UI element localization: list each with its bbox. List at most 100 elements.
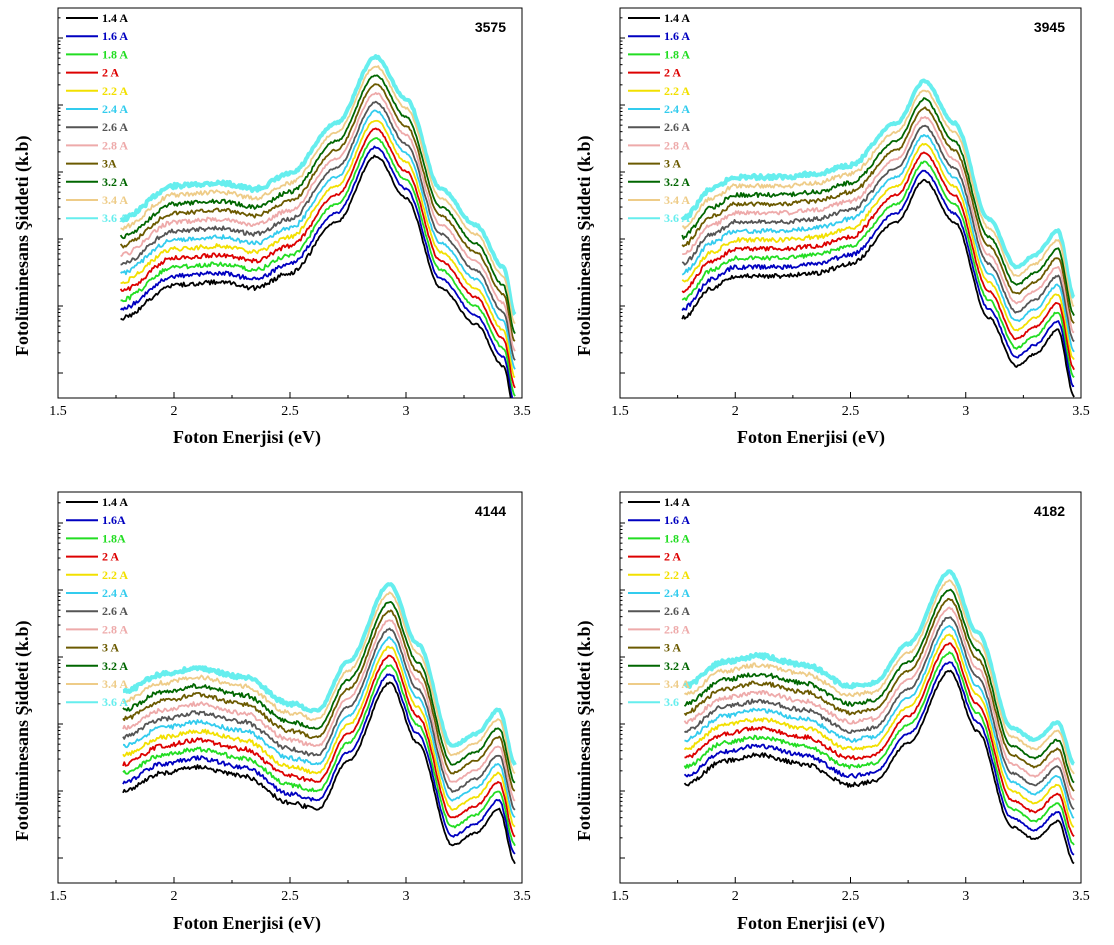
legend-label: 3.2 A (664, 659, 690, 673)
series-line (683, 669, 1075, 865)
series-line (122, 681, 516, 865)
legend-label: 1.6 A (102, 29, 128, 43)
chart-svg-4: 1.5 2 2.5 3 3.5 4182 1.4 A 1.6 A 1.8 A 2 A 2.2 A 2.… (611, 491, 1090, 904)
legend-label: 2.2 A (102, 568, 128, 582)
series-line (120, 65, 516, 325)
x-tick-label: 1.5 (611, 889, 629, 904)
legend-label: 3.2 A (664, 175, 690, 189)
plot-frame (57, 7, 523, 399)
x-tick-label: 3 (962, 889, 969, 904)
legend-label: 1.4 A (664, 11, 690, 25)
chart-panel-2: 1.5 2 2.5 3 3.5 3945 1.4 A 1.6 A 1.8 A 2 A 2.2 A 2.… (557, 0, 1114, 470)
legend-label: 2.2 A (664, 568, 690, 582)
x-tick-label: 2 (732, 889, 739, 904)
legend-label: 1.8A (102, 531, 126, 545)
legend-label: 2.6 A (102, 604, 128, 618)
legend-label: 2 A (664, 550, 681, 564)
legend-label: 2.4 A (102, 586, 128, 600)
chart-panel-1: 1.5 2 2.5 3 3.5 3575 1.4 A 1.6 A 1.8 A 2 A 2.2 A 2.… (0, 0, 557, 470)
legend-label: 2.8 A (664, 138, 690, 152)
legend-label: 2.8 A (664, 622, 690, 636)
x-tick-label: 3 (403, 889, 410, 904)
legend-label: 3.4 A (102, 677, 128, 691)
series-line (681, 134, 1075, 353)
x-tick-label: 1.5 (611, 404, 629, 419)
x-tick-label: 2 (732, 404, 739, 419)
x-tick-label: 1.5 (49, 889, 67, 904)
legend-label: 3.6 A (102, 211, 128, 225)
series-line (120, 109, 516, 370)
x-tick-label: 2.5 (842, 404, 860, 419)
y-axis-label: Fotolüminesans Şiddeti (k.b) (12, 620, 32, 841)
legend-label: 1.8 A (102, 47, 128, 61)
legend-label: 2.4 A (664, 102, 690, 116)
series-line (122, 645, 516, 828)
x-axis-label: Foton Enerjisi (eV) (173, 913, 321, 933)
legend-label: 2 A (664, 66, 681, 80)
legend-label: 1.4 A (102, 495, 128, 509)
x-tick-label: 3.5 (513, 889, 531, 904)
series-line (122, 609, 516, 792)
series-group (680, 78, 1076, 398)
series-line (683, 661, 1075, 856)
x-tick-label: 2.5 (281, 889, 299, 904)
legend-label: 3 A (664, 641, 681, 655)
legend-label: 1.6 A (664, 513, 690, 527)
y-axis-label: Fotolüminesans Şiddeti (k.b) (574, 620, 594, 841)
series-line (122, 582, 517, 766)
chart-svg-2: 1.5 2 2.5 3 3.5 3945 1.4 A 1.6 A 1.8 A 2 A 2.2 A 2.… (611, 7, 1090, 419)
legend-label: 3 A (664, 157, 681, 171)
x-tick-label: 3.5 (1072, 404, 1090, 419)
series-group (122, 582, 517, 865)
chart-svg-3: 1.5 2 2.5 3 3.5 4144 1.4 A 1.6A 1.8A 2 A 2.2 A 2.4 … (49, 491, 531, 904)
series-line (120, 119, 516, 379)
legend-label: 2.8 A (102, 622, 128, 636)
series-line (681, 97, 1075, 317)
legend-label: 2 A (102, 550, 119, 564)
series-line (122, 591, 516, 775)
series-line (684, 624, 1075, 819)
chart-svg-1: 1.5 2 2.5 3 3.5 3575 1.4 A 1.6 A 1.8 A 2 A 2.2 A 2.… (49, 7, 531, 419)
series-line (681, 106, 1075, 324)
legend-label: 2.6 A (664, 604, 690, 618)
x-axis-label: Foton Enerjisi (eV) (173, 427, 321, 447)
x-axis-label: Foton Enerjisi (eV) (737, 427, 885, 447)
legend-label: 3.4 A (664, 677, 690, 691)
legend-label: 1.4 A (102, 11, 128, 25)
series-line (119, 74, 516, 335)
legend-label: 3A (102, 157, 117, 171)
panel-title: 3945 (1034, 19, 1065, 35)
x-tick-label: 2 (171, 404, 178, 419)
series-line (122, 654, 516, 838)
series-line (680, 78, 1076, 299)
chart-panel-4: 1.5 2 2.5 3 3.5 4182 1.4 A 1.6 A 1.8 A 2 A 2.2 A 2.… (557, 475, 1114, 945)
series-group (682, 569, 1075, 865)
legend-label: 2.4 A (102, 102, 128, 116)
legend-label: 3.6 A (664, 211, 690, 225)
panel-title: 3575 (475, 19, 506, 35)
legend-label: 1.6 A (664, 29, 690, 43)
x-axis-label: Foton Enerjisi (eV) (737, 913, 885, 933)
legend-label: 2.2 A (664, 84, 690, 98)
legend-label: 2.6 A (664, 120, 690, 134)
series-line (684, 642, 1075, 838)
series-line (120, 100, 516, 361)
series-line (682, 569, 1075, 766)
legend-label: 3.2 A (102, 659, 128, 673)
series-line (681, 151, 1075, 371)
legend-label: 1.6A (102, 513, 126, 527)
series-group (119, 54, 517, 398)
series-line (120, 137, 516, 397)
series-line (682, 116, 1075, 334)
x-tick-label: 2.5 (281, 404, 299, 419)
legend-label: 2 A (102, 66, 119, 80)
legend-label: 3.4 A (664, 193, 690, 207)
series-line (120, 154, 512, 398)
series-line (122, 627, 516, 811)
legend-label: 3 A (102, 641, 119, 655)
legend-label: 1.4 A (664, 495, 690, 509)
chart-panel-3: 1.5 2 2.5 3 3.5 4144 1.4 A 1.6A 1.8A 2 A 2.2 A 2.4 … (0, 475, 557, 945)
series-line (119, 54, 517, 316)
series-line (681, 124, 1075, 343)
series-line (681, 178, 1075, 398)
